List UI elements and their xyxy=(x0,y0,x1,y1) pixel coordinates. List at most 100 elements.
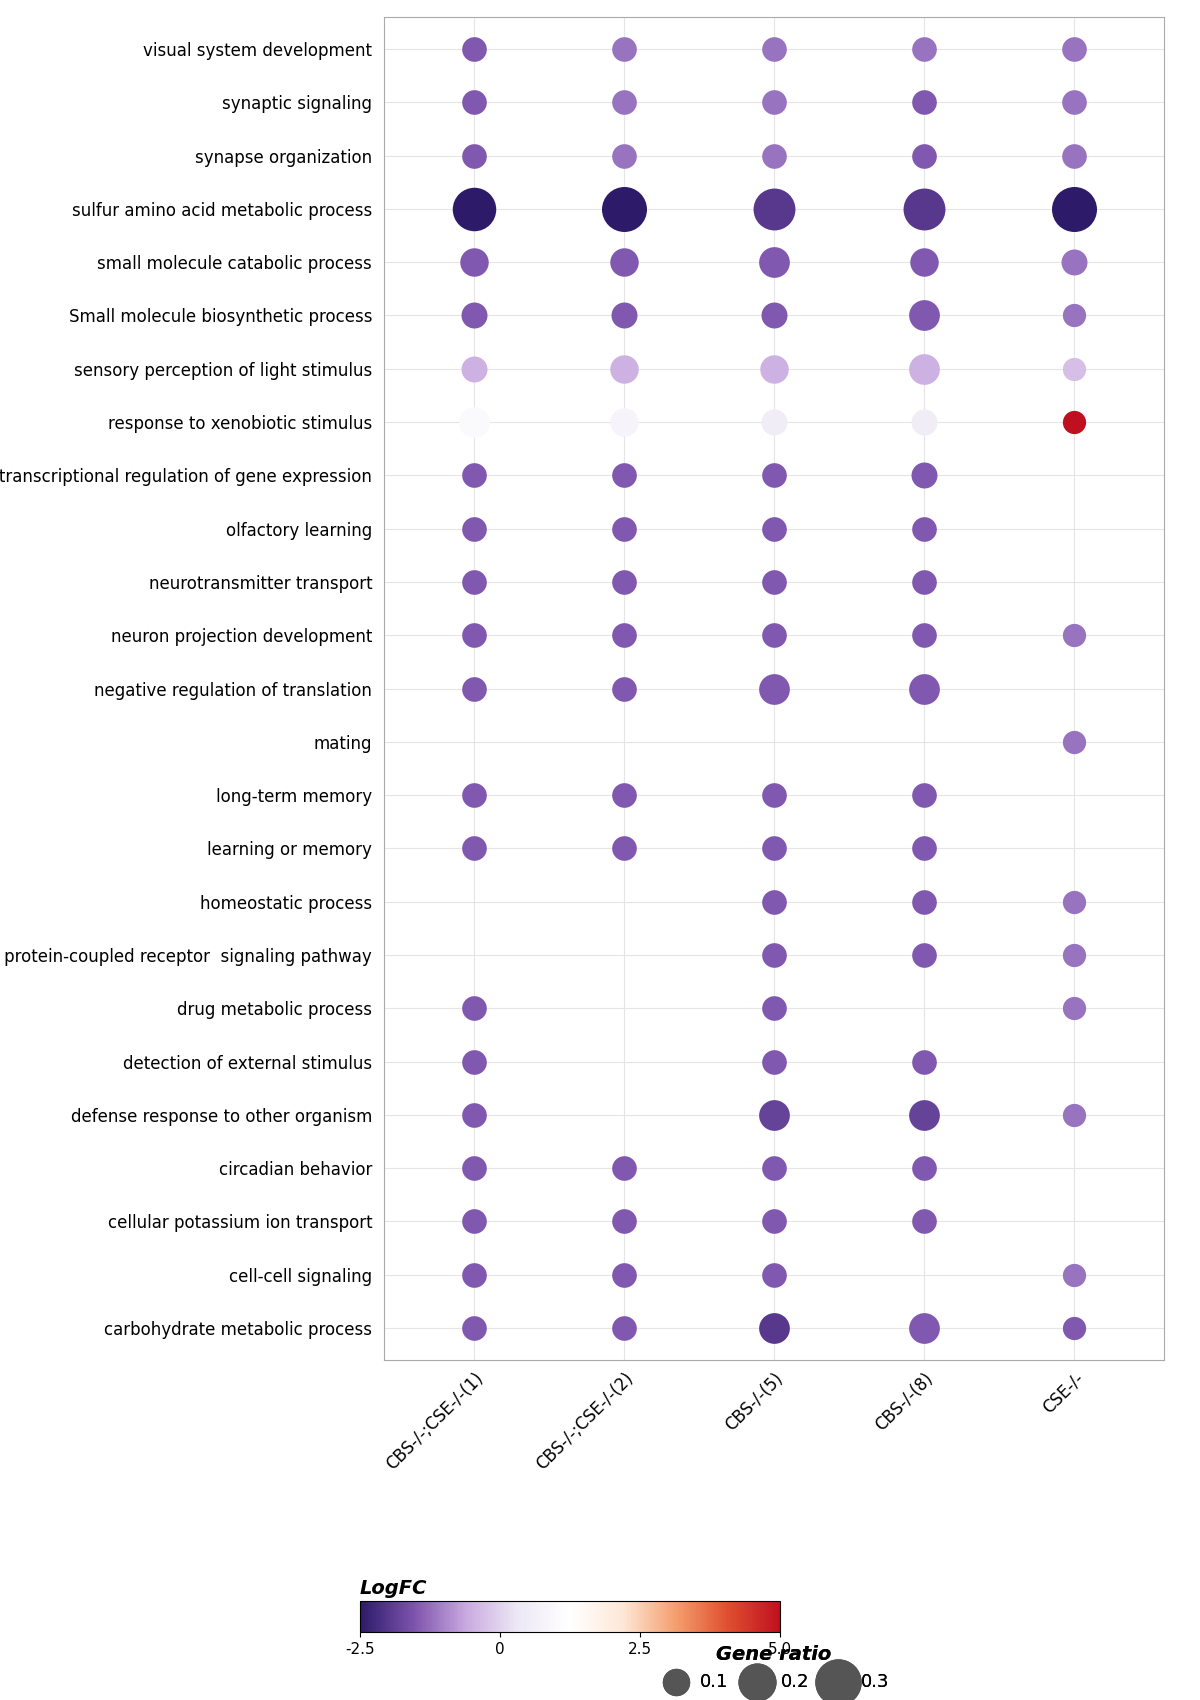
Point xyxy=(764,355,784,383)
Point xyxy=(1064,728,1084,755)
Point xyxy=(764,36,784,63)
Point xyxy=(464,355,484,383)
Point xyxy=(764,994,784,1022)
Point xyxy=(464,88,484,116)
Point xyxy=(464,408,484,435)
Point xyxy=(1064,1314,1084,1341)
Point xyxy=(764,835,784,862)
Point xyxy=(1064,355,1084,383)
Point xyxy=(1064,1261,1084,1289)
Point xyxy=(614,248,634,275)
Point xyxy=(914,942,934,969)
Point xyxy=(614,1314,634,1341)
Point xyxy=(914,782,934,809)
Point xyxy=(614,88,634,116)
Point xyxy=(914,143,934,170)
Point xyxy=(764,942,784,969)
Point xyxy=(914,1314,934,1341)
Point xyxy=(614,782,634,809)
Point xyxy=(614,196,634,223)
Point xyxy=(1064,196,1084,223)
Point xyxy=(764,1102,784,1129)
Point xyxy=(914,462,934,490)
Point xyxy=(464,1261,484,1289)
Point xyxy=(764,143,784,170)
Text: LogFC: LogFC xyxy=(360,1579,427,1598)
Point xyxy=(1064,887,1084,915)
Point xyxy=(764,196,784,223)
Point xyxy=(764,782,784,809)
Point xyxy=(914,1207,934,1234)
Point xyxy=(464,515,484,542)
Point xyxy=(464,1047,484,1074)
Point xyxy=(1064,88,1084,116)
Point xyxy=(464,675,484,702)
Point xyxy=(464,36,484,63)
Point xyxy=(914,36,934,63)
Point xyxy=(464,622,484,649)
Point xyxy=(1064,994,1084,1022)
Point xyxy=(914,1154,934,1182)
Point xyxy=(464,835,484,862)
Point xyxy=(764,887,784,915)
Point xyxy=(1064,143,1084,170)
Legend: 0.1, 0.2, 0.3: 0.1, 0.2, 0.3 xyxy=(650,1637,898,1698)
Point xyxy=(1064,303,1084,330)
Point xyxy=(764,675,784,702)
Point xyxy=(914,408,934,435)
Point xyxy=(464,462,484,490)
Point xyxy=(614,1154,634,1182)
Point xyxy=(1064,622,1084,649)
Point xyxy=(764,303,784,330)
Point xyxy=(764,1314,784,1341)
Point xyxy=(914,248,934,275)
Point xyxy=(1064,942,1084,969)
Point xyxy=(614,835,634,862)
Point xyxy=(614,675,634,702)
Point xyxy=(764,88,784,116)
Point xyxy=(764,462,784,490)
Point xyxy=(464,1314,484,1341)
Point xyxy=(464,1207,484,1234)
Point xyxy=(464,782,484,809)
Point xyxy=(764,568,784,595)
Point xyxy=(464,196,484,223)
Point xyxy=(914,88,934,116)
Point xyxy=(464,303,484,330)
Point xyxy=(614,568,634,595)
Point xyxy=(614,303,634,330)
Point xyxy=(614,622,634,649)
Point xyxy=(1064,1102,1084,1129)
Point xyxy=(764,622,784,649)
Point xyxy=(1064,36,1084,63)
Point xyxy=(914,835,934,862)
Point xyxy=(614,143,634,170)
Point xyxy=(1064,408,1084,435)
Point xyxy=(914,887,934,915)
Point xyxy=(764,1261,784,1289)
Point xyxy=(764,408,784,435)
Point xyxy=(914,1102,934,1129)
Point xyxy=(914,515,934,542)
Point xyxy=(764,248,784,275)
Point xyxy=(464,994,484,1022)
Point xyxy=(764,1207,784,1234)
Point xyxy=(614,515,634,542)
Point xyxy=(914,1047,934,1074)
Point xyxy=(614,462,634,490)
Point xyxy=(464,248,484,275)
Point xyxy=(464,143,484,170)
Point xyxy=(1064,248,1084,275)
Point xyxy=(464,568,484,595)
Point xyxy=(764,1154,784,1182)
Point xyxy=(614,1261,634,1289)
Point xyxy=(914,355,934,383)
Point xyxy=(464,1102,484,1129)
Point xyxy=(914,196,934,223)
Point xyxy=(614,1207,634,1234)
Point xyxy=(914,622,934,649)
Point xyxy=(614,408,634,435)
Point xyxy=(764,515,784,542)
Point xyxy=(914,568,934,595)
Point xyxy=(914,303,934,330)
